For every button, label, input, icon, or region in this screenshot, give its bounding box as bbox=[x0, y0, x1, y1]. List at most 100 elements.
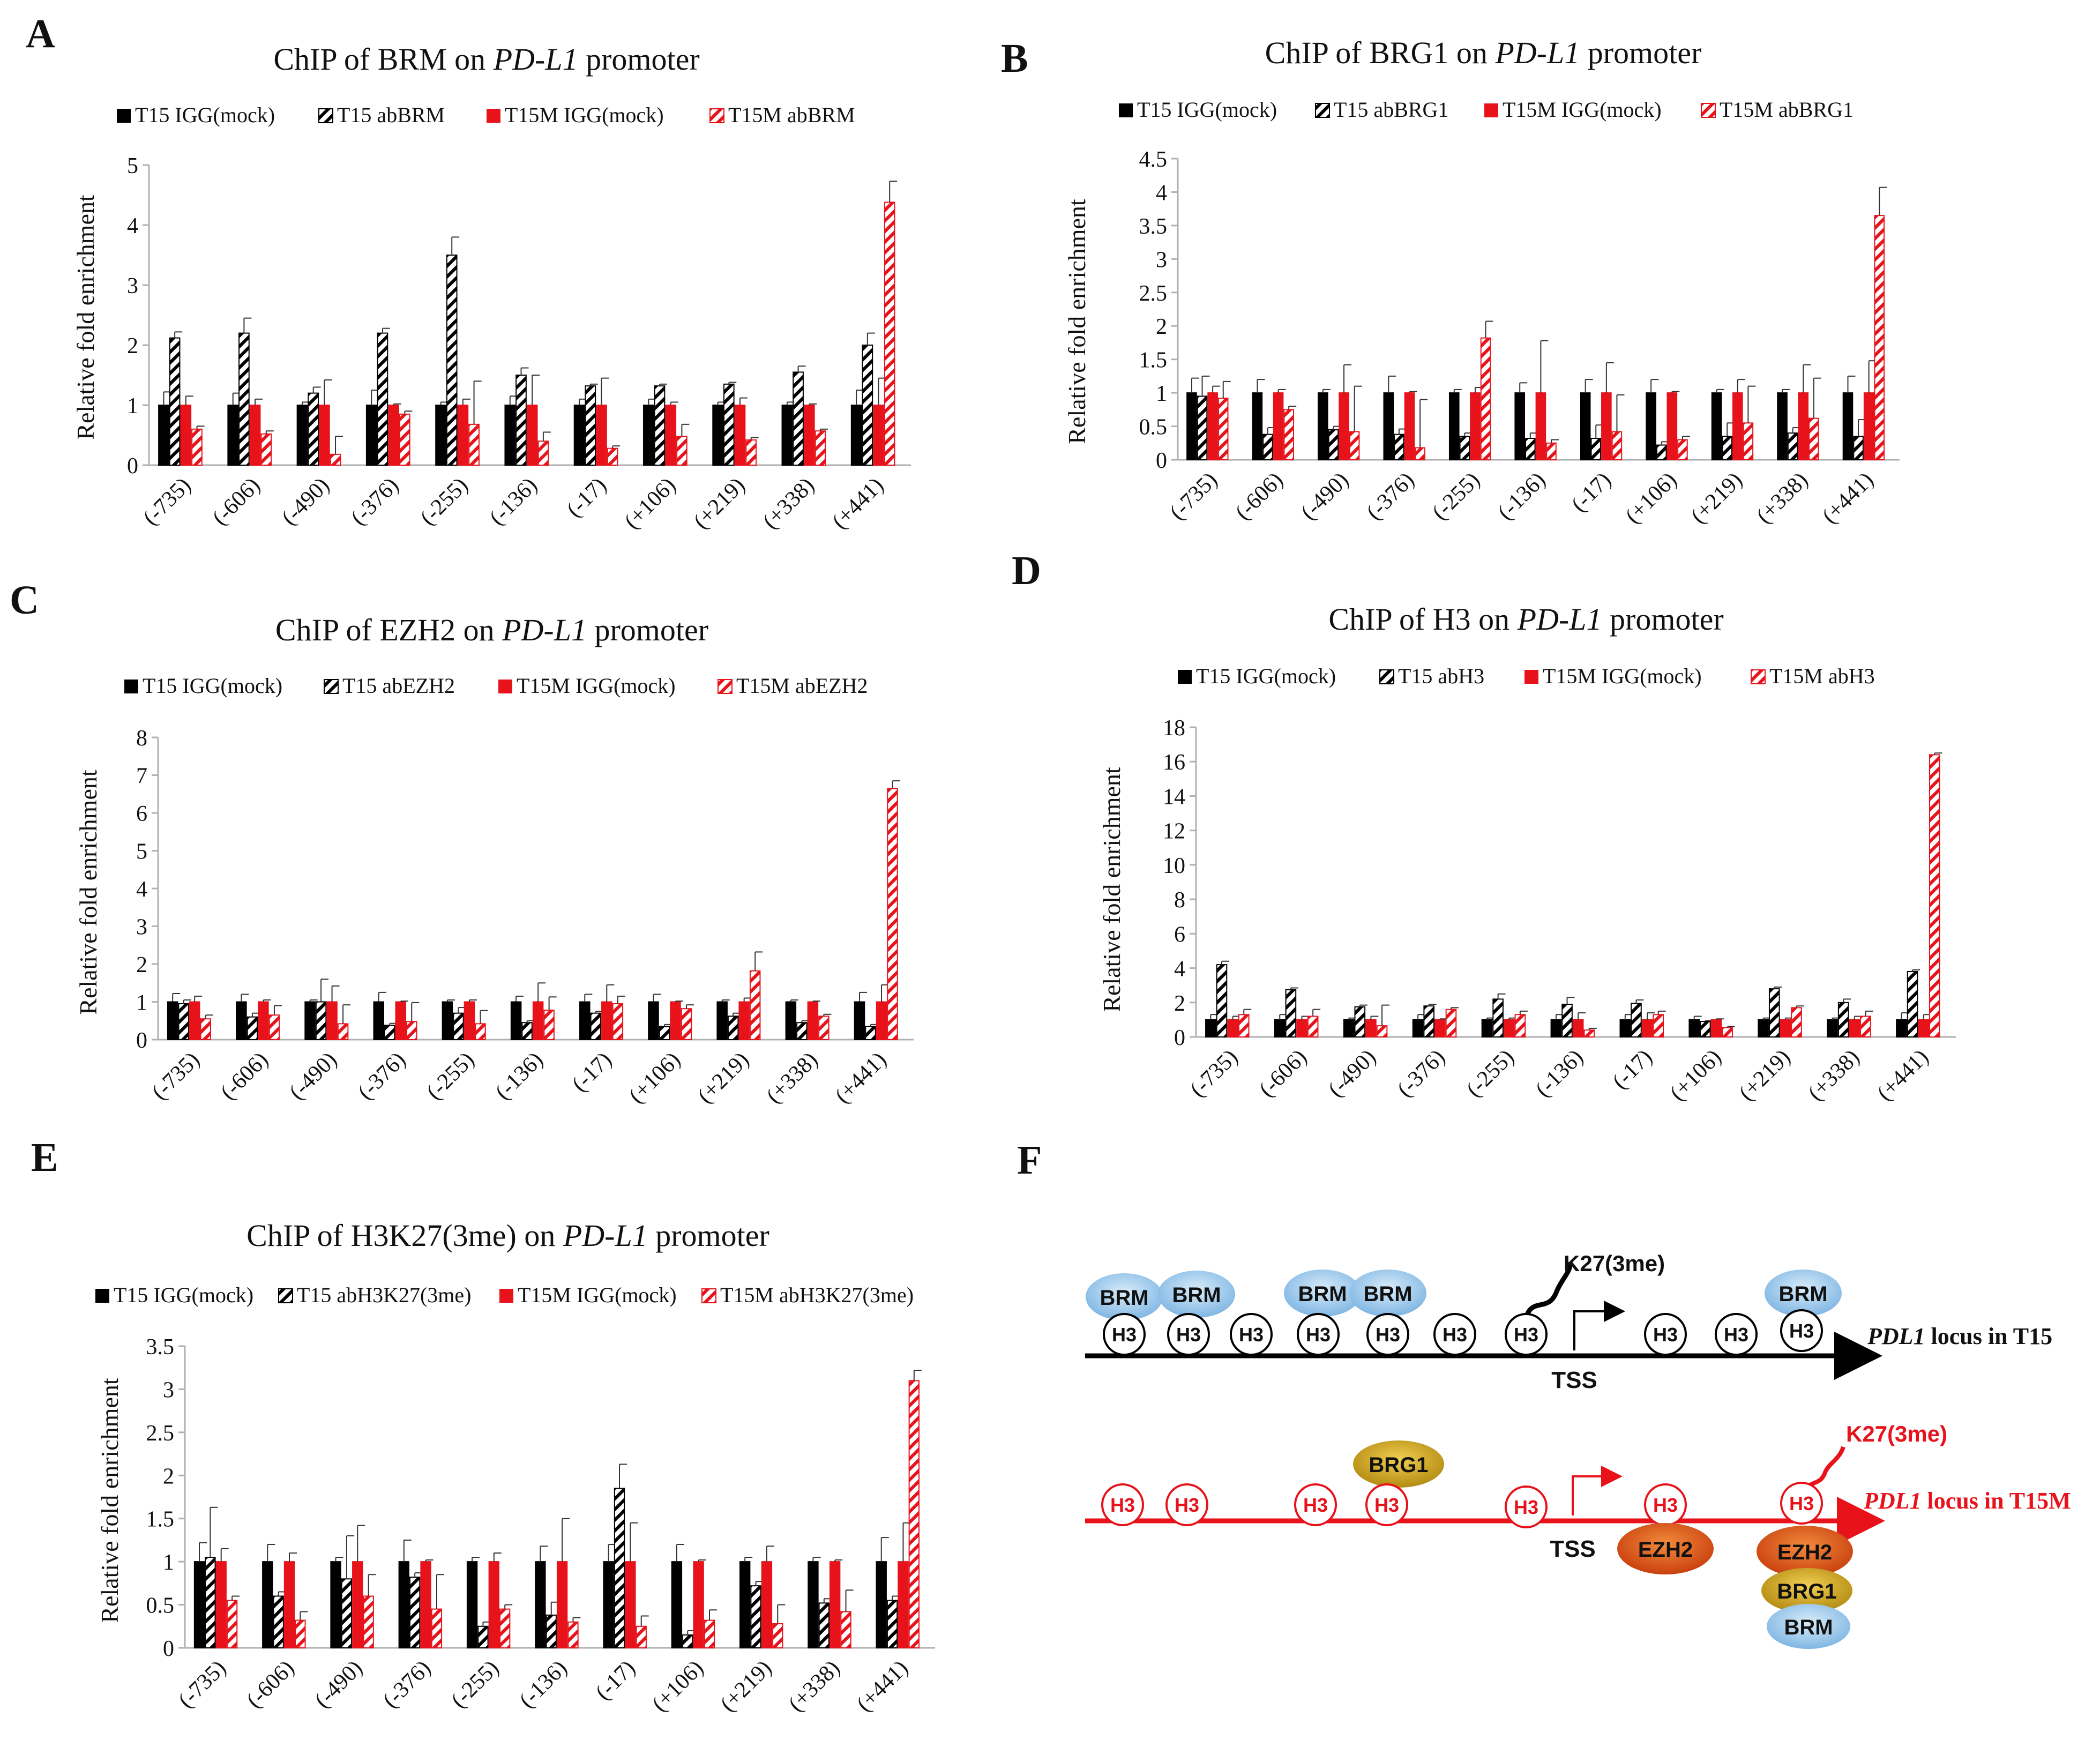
y-tick-label: 10 bbox=[1163, 854, 1185, 878]
bar bbox=[704, 1619, 715, 1648]
bar bbox=[1296, 1019, 1307, 1038]
bar bbox=[1503, 1019, 1515, 1038]
y-tick-label: 14 bbox=[1163, 785, 1185, 809]
bar bbox=[1546, 442, 1557, 460]
t15-k27-label: K27(3me) bbox=[1564, 1251, 1665, 1276]
bar bbox=[537, 441, 549, 466]
bar bbox=[1283, 409, 1294, 460]
bar bbox=[236, 1001, 247, 1040]
t15m-h3-7: H3 bbox=[1780, 1482, 1823, 1525]
svg-text:BRG1: BRG1 bbox=[1777, 1580, 1836, 1603]
y-tick-label: 2 bbox=[163, 1464, 174, 1489]
x-tick-label: (-606) bbox=[1231, 468, 1288, 525]
y-tick-label: 1.5 bbox=[146, 1507, 175, 1532]
legend-d: T15 IGG(mock) T15 abH3 T15M IGG(mock) T1… bbox=[1178, 664, 1875, 688]
bar bbox=[808, 1561, 819, 1648]
bar bbox=[1252, 392, 1263, 460]
svg-text:BRM: BRM bbox=[1784, 1616, 1833, 1639]
bar bbox=[535, 1561, 546, 1648]
bar bbox=[603, 1561, 614, 1648]
bar bbox=[189, 1001, 200, 1040]
x-tick-label: (-735) bbox=[1185, 1045, 1243, 1102]
bar bbox=[315, 1001, 327, 1040]
bar bbox=[1262, 434, 1273, 461]
bar bbox=[1383, 392, 1394, 460]
panel-letter-d: D bbox=[1012, 548, 1041, 593]
bar bbox=[510, 1001, 522, 1040]
legend-swatch bbox=[709, 108, 724, 123]
svg-text:H3: H3 bbox=[1443, 1324, 1467, 1346]
x-tick-label: (-490) bbox=[277, 473, 334, 531]
bar bbox=[464, 1001, 475, 1040]
y-tick-label: 0 bbox=[1156, 449, 1167, 473]
y-tick-label: 2.5 bbox=[1139, 281, 1168, 306]
x-tick-label: (-606) bbox=[216, 1048, 273, 1105]
bar bbox=[1722, 436, 1732, 460]
bar bbox=[590, 1012, 602, 1041]
bar bbox=[532, 1001, 544, 1040]
bar bbox=[1860, 1016, 1871, 1038]
bar bbox=[1205, 1019, 1216, 1038]
legend-entry: T15M abBRM bbox=[728, 103, 855, 127]
t15-brm-2: BRM bbox=[1158, 1271, 1235, 1318]
bar bbox=[876, 1561, 887, 1648]
bar bbox=[585, 385, 596, 466]
bar bbox=[1580, 392, 1591, 460]
bar bbox=[636, 1625, 647, 1648]
bar bbox=[1445, 1009, 1457, 1037]
y-tick-label: 3 bbox=[1156, 248, 1167, 272]
bar bbox=[1743, 422, 1754, 460]
bar bbox=[648, 1001, 659, 1040]
svg-text:H3: H3 bbox=[1239, 1324, 1264, 1346]
y-tick-label: 1 bbox=[136, 991, 147, 1016]
x-tick-label: (-136) bbox=[515, 1656, 572, 1713]
bar bbox=[258, 1001, 269, 1040]
legend-entry: T15 IGG(mock) bbox=[135, 103, 275, 127]
legend-swatch bbox=[718, 679, 733, 694]
bar bbox=[659, 1026, 670, 1040]
bar bbox=[693, 1561, 704, 1648]
bar bbox=[1631, 1003, 1642, 1037]
bar bbox=[388, 405, 399, 466]
bar bbox=[167, 1001, 178, 1040]
bar bbox=[884, 201, 895, 466]
bar bbox=[308, 392, 319, 466]
bar bbox=[352, 1561, 363, 1648]
y-tick-label: 4 bbox=[136, 877, 147, 902]
y-axis-label-d: Relative fold enrichment bbox=[1098, 767, 1125, 1012]
bar bbox=[854, 1001, 865, 1040]
x-tick-label: (-376) bbox=[378, 1656, 436, 1713]
y-tick-label: 0.5 bbox=[1139, 415, 1168, 440]
t15m-h3-5: H3 bbox=[1505, 1485, 1548, 1528]
x-tick-label: (+338) bbox=[784, 1656, 845, 1717]
x-tick-label: (+441) bbox=[831, 1048, 892, 1109]
t15m-ezh2-right: EZH2 bbox=[1757, 1526, 1853, 1577]
svg-text:H3: H3 bbox=[1789, 1492, 1814, 1514]
legend-entry: T15 IGG(mock) bbox=[1196, 664, 1336, 688]
bar bbox=[1227, 1019, 1238, 1038]
legend-entry: T15M abBRG1 bbox=[1720, 98, 1854, 122]
bar bbox=[734, 405, 746, 466]
bar bbox=[781, 405, 793, 466]
chart-title-c: ChIP of EZH2 on PD-L1 promoter bbox=[275, 613, 708, 647]
bar bbox=[1394, 434, 1404, 461]
x-tick-label: (+441) bbox=[827, 473, 888, 534]
y-tick-label: 3.5 bbox=[146, 1335, 175, 1360]
bar bbox=[1318, 392, 1328, 460]
svg-text:H3: H3 bbox=[1112, 1324, 1137, 1346]
t15-h3-2: H3 bbox=[1167, 1313, 1210, 1356]
x-tick-label: (+441) bbox=[852, 1656, 913, 1717]
bar bbox=[1217, 398, 1229, 461]
x-tick-label: (-17) bbox=[591, 1656, 640, 1705]
bar bbox=[377, 332, 388, 466]
bar bbox=[1404, 392, 1415, 460]
x-tick-label: (-136) bbox=[485, 473, 542, 531]
t15m-ezh2-mid: EZH2 bbox=[1617, 1523, 1714, 1574]
bar bbox=[1550, 1019, 1562, 1038]
bar bbox=[1561, 1003, 1573, 1038]
chart-e: 0 0.5 1 1.5 2 2.5 3 3.5 (-735) (-606) (-490) (-376)… bbox=[146, 1335, 935, 1717]
bar bbox=[191, 428, 203, 466]
y-tick-label: 2 bbox=[136, 953, 147, 977]
svg-text:EZH2: EZH2 bbox=[1638, 1538, 1693, 1562]
bar bbox=[556, 1561, 568, 1648]
